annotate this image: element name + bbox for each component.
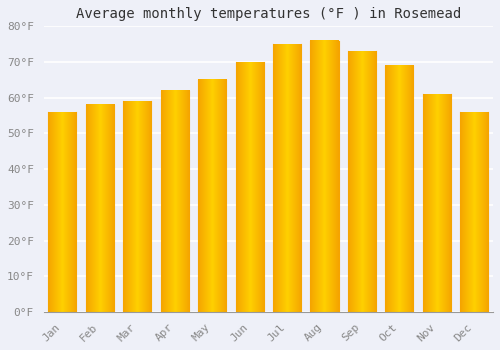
Title: Average monthly temperatures (°F ) in Rosemead: Average monthly temperatures (°F ) in Ro… — [76, 7, 461, 21]
